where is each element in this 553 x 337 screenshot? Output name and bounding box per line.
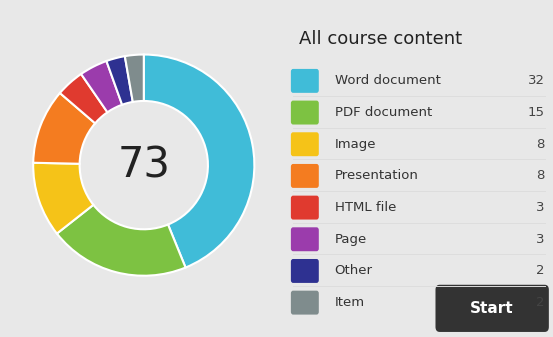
Text: Start: Start [471, 301, 514, 316]
Text: Other: Other [335, 265, 373, 277]
FancyBboxPatch shape [291, 290, 319, 315]
Text: 15: 15 [528, 106, 545, 119]
FancyBboxPatch shape [291, 164, 319, 188]
Wedge shape [33, 93, 95, 164]
FancyBboxPatch shape [291, 69, 319, 93]
Text: Image: Image [335, 138, 376, 151]
FancyBboxPatch shape [291, 132, 319, 156]
Text: Word document: Word document [335, 74, 440, 87]
Text: 32: 32 [528, 74, 545, 87]
Wedge shape [81, 61, 122, 112]
Text: 73: 73 [117, 144, 170, 186]
Text: 8: 8 [536, 170, 545, 182]
Text: HTML file: HTML file [335, 201, 396, 214]
Text: 2: 2 [536, 265, 545, 277]
Wedge shape [57, 205, 186, 276]
Wedge shape [125, 55, 144, 102]
Text: 3: 3 [536, 201, 545, 214]
FancyBboxPatch shape [291, 195, 319, 220]
Text: 8: 8 [536, 138, 545, 151]
FancyBboxPatch shape [435, 285, 549, 332]
Text: Page: Page [335, 233, 367, 246]
FancyBboxPatch shape [291, 100, 319, 124]
FancyBboxPatch shape [291, 227, 319, 251]
Text: All course content: All course content [299, 30, 462, 48]
Wedge shape [144, 55, 254, 268]
FancyBboxPatch shape [291, 259, 319, 283]
Text: 3: 3 [536, 233, 545, 246]
Wedge shape [60, 74, 107, 123]
Text: PDF document: PDF document [335, 106, 432, 119]
Text: Item: Item [335, 296, 364, 309]
Text: Presentation: Presentation [335, 170, 419, 182]
Wedge shape [106, 56, 133, 105]
Text: 2: 2 [536, 296, 545, 309]
Wedge shape [33, 163, 93, 234]
